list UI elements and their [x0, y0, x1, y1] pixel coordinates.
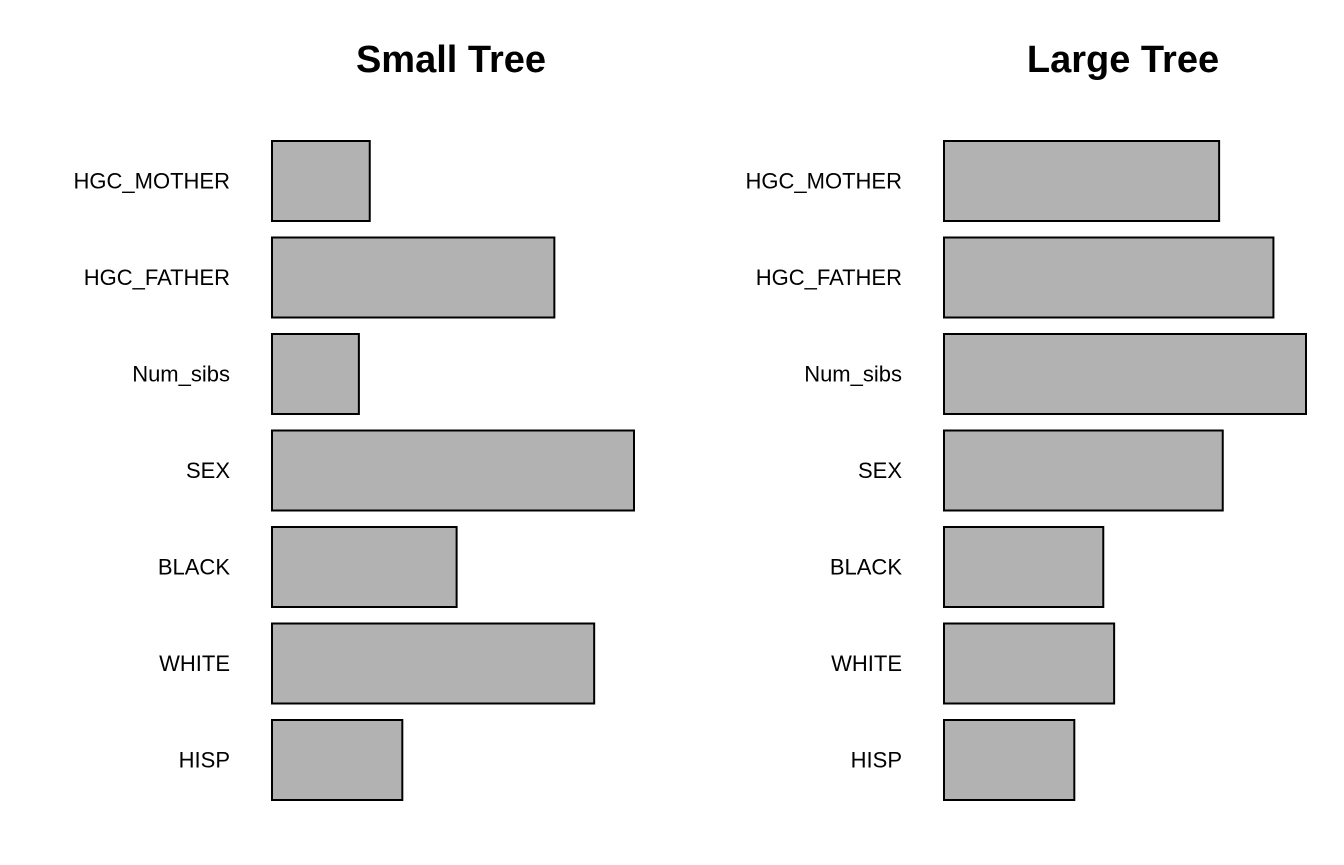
category-label-sex: SEX	[186, 458, 230, 483]
category-label-num-sibs: Num_sibs	[804, 362, 902, 387]
category-label-hisp: HISP	[179, 748, 230, 773]
bar-hgc-mother	[271, 140, 371, 222]
category-label-num-sibs: Num_sibs	[132, 362, 230, 387]
category-label-group: HGC_MOTHER HGC_FATHER Num_sibs SEX BLACK WHIT…	[74, 169, 231, 773]
bar-group	[943, 140, 1307, 801]
bar-black	[943, 526, 1105, 608]
category-label-black: BLACK	[830, 555, 902, 580]
bar-sex	[943, 429, 1224, 512]
bar-sex	[271, 429, 635, 512]
bar-num-sibs	[943, 333, 1307, 415]
category-label-group: HGC_MOTHER HGC_FATHER Num_sibs SEX BLACK WHIT…	[746, 169, 903, 773]
bar-group	[271, 140, 635, 801]
category-label-sex: SEX	[858, 458, 902, 483]
chart-title: Large Tree	[1027, 39, 1219, 81]
bar-hgc-father	[943, 236, 1275, 319]
category-label-hisp: HISP	[851, 748, 902, 773]
bar-black	[271, 526, 458, 608]
bar-hisp	[943, 719, 1076, 801]
category-label-hgc-mother: HGC_MOTHER	[746, 169, 902, 194]
category-label-hgc-father: HGC_FATHER	[84, 265, 230, 290]
category-label-hgc-father: HGC_FATHER	[756, 265, 902, 290]
category-label-hgc-mother: HGC_MOTHER	[74, 169, 230, 194]
chart-title: Small Tree	[356, 39, 546, 81]
bar-white	[271, 622, 596, 705]
category-label-white: WHITE	[831, 651, 902, 676]
bar-hgc-father	[271, 236, 556, 319]
large-tree-panel: Large Tree HGC_MOTHER HGC_FATHER Num_sibs S…	[746, 39, 1307, 801]
bar-white	[943, 622, 1116, 705]
category-label-white: WHITE	[159, 651, 230, 676]
small-tree-panel: Small Tree HGC_MOTHER HGC_FATHER Num_sibs S…	[74, 39, 635, 801]
bar-hgc-mother	[943, 140, 1221, 222]
bar-hisp	[271, 719, 404, 801]
category-label-black: BLACK	[158, 555, 230, 580]
bar-num-sibs	[271, 333, 360, 415]
